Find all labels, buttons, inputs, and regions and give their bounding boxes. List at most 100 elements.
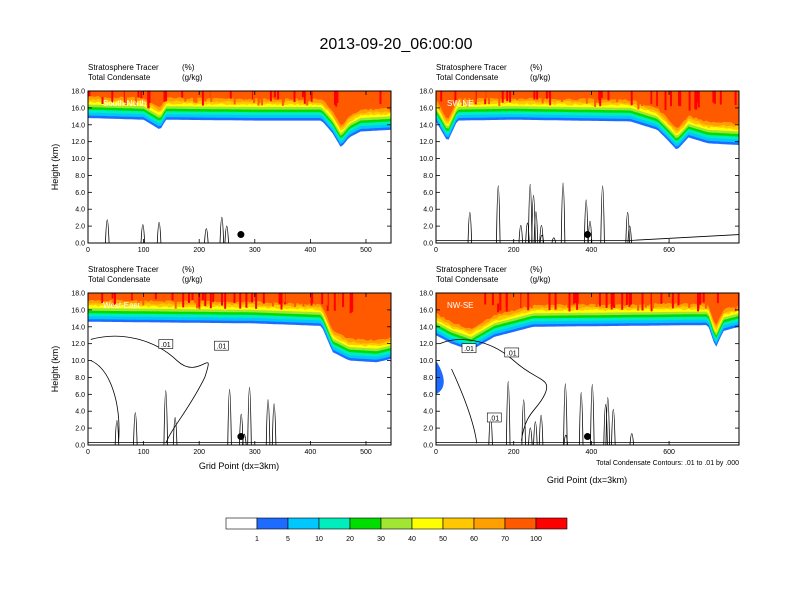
y-tick-label: 18.0 (419, 291, 433, 298)
tracer-streak (201, 293, 204, 300)
tracer-streak (349, 293, 352, 314)
panel-header-tracer-units: (%) (182, 63, 195, 72)
tracer-streak (448, 91, 451, 103)
tracer-streak (678, 91, 680, 106)
tracer-streak (613, 293, 616, 308)
colorbar: 1 5 10 20 30 40 50 60 70 100 (225, 517, 568, 543)
tracer-streak (491, 293, 494, 306)
tracer-streak (154, 293, 157, 300)
tracer-streak (595, 293, 598, 308)
x-tick-label: 200 (193, 247, 205, 254)
tracer-streak (363, 91, 366, 103)
tracer-streak (231, 293, 233, 300)
tracer-streak (386, 293, 389, 306)
tracer-streak (651, 293, 654, 309)
tracer-streak (598, 91, 601, 104)
tracer-streak (696, 91, 699, 103)
colorbar-label: 50 (439, 536, 447, 543)
tracer-streak (277, 91, 280, 100)
tracer-streak (245, 293, 248, 308)
y-tick-label: 16.0 (71, 307, 85, 314)
tracer-streak (181, 91, 184, 98)
tracer-streak (331, 91, 334, 110)
colorbar-label: 60 (470, 536, 478, 543)
tracer-streak (350, 91, 353, 105)
y-tick-label: 6.0 (75, 190, 85, 197)
plot-content: .01 .01 (88, 293, 391, 445)
y-tick-label: 2.0 (423, 426, 433, 433)
y-tick-label: 4.0 (75, 207, 85, 214)
condensate-contour (527, 184, 533, 243)
plot-area: 0.0 2.0 4.0 6.0 8.0 10.0 12.0 14.0 16.0 18.0 0 100 2… (71, 89, 392, 254)
panel-nw-se: Stratosphere Tracer Total Condensate (%)… (419, 265, 740, 485)
condensate-contour (533, 211, 539, 243)
tracer-streak (533, 91, 536, 100)
condensate-contour (525, 222, 530, 243)
tracer-streak (339, 91, 342, 111)
tracer-streak (650, 91, 653, 104)
condensate-contour (219, 217, 225, 243)
contour-label: .01 (464, 346, 474, 353)
tracer-streak (545, 91, 548, 99)
tracer-streak (536, 91, 539, 100)
tracer-streak (644, 293, 647, 308)
tracer-streak (630, 293, 632, 305)
colorbar-swatch (411, 517, 444, 530)
tracer-streak (656, 91, 659, 107)
tracer-streak (598, 293, 601, 307)
tracer-streak (221, 293, 223, 306)
y-tick-label: 12.0 (71, 139, 85, 146)
tracer-streak (379, 91, 382, 105)
tracer-streak (204, 293, 207, 307)
condensate-contour (605, 397, 610, 445)
tracer-streak (660, 293, 663, 304)
tracer-streak (614, 293, 617, 305)
tracer-streak (311, 293, 314, 304)
tracer-streak (283, 293, 286, 303)
x-axis-label: Grid Point (dx=3km) (547, 475, 627, 485)
tracer-streak (648, 91, 651, 103)
tracer-streak (201, 91, 204, 106)
tracer-streak (261, 91, 263, 106)
x-tick-label: 0 (434, 247, 438, 254)
tracer-streak (351, 293, 354, 312)
y-tick-label: 4.0 (75, 409, 85, 416)
tracer-streak (276, 293, 279, 303)
y-tick-label: 12.0 (71, 341, 85, 348)
tracer-streak (549, 91, 552, 106)
colorbar-label: 1 (255, 536, 259, 543)
tracer-streak (438, 293, 441, 306)
panel-label: West-East (103, 301, 141, 310)
tracer-streak (250, 91, 252, 100)
tracer-streak (335, 91, 338, 107)
tracer-streak (251, 293, 253, 303)
tracer-streak (646, 293, 649, 306)
tracer-streak (285, 293, 288, 305)
tracer-streak (690, 91, 693, 108)
x-tick-label: 600 (663, 449, 675, 456)
condensate-contour (551, 237, 557, 243)
x-tick-label: 0 (86, 449, 90, 456)
tracer-streak (133, 293, 136, 301)
y-tick-label: 12.0 (419, 139, 433, 146)
tracer-streak (697, 293, 699, 312)
tracer-streak (657, 91, 660, 108)
tracer-streak (90, 293, 93, 300)
panel-west-east: Stratosphere Tracer Total Condensate (%)… (50, 265, 392, 471)
plot-content: .01 .01 .01 (436, 293, 739, 445)
tracer-streak (266, 293, 268, 302)
condensate-contour (163, 390, 168, 445)
tracer-streak (505, 293, 508, 312)
contour-label: .01 (217, 344, 227, 351)
tracer-streak (112, 293, 115, 307)
condensate-contour (265, 399, 271, 445)
tracer-streak (253, 91, 256, 104)
tracer-streak (440, 91, 443, 102)
y-tick-label: 10.0 (71, 358, 85, 365)
tracer-streak (576, 293, 579, 310)
tracer-streak (650, 293, 653, 312)
condensate-contour (451, 368, 478, 444)
y-tick-label: 16.0 (419, 307, 433, 314)
plot-content (436, 91, 739, 243)
tracer-streak (242, 91, 245, 100)
